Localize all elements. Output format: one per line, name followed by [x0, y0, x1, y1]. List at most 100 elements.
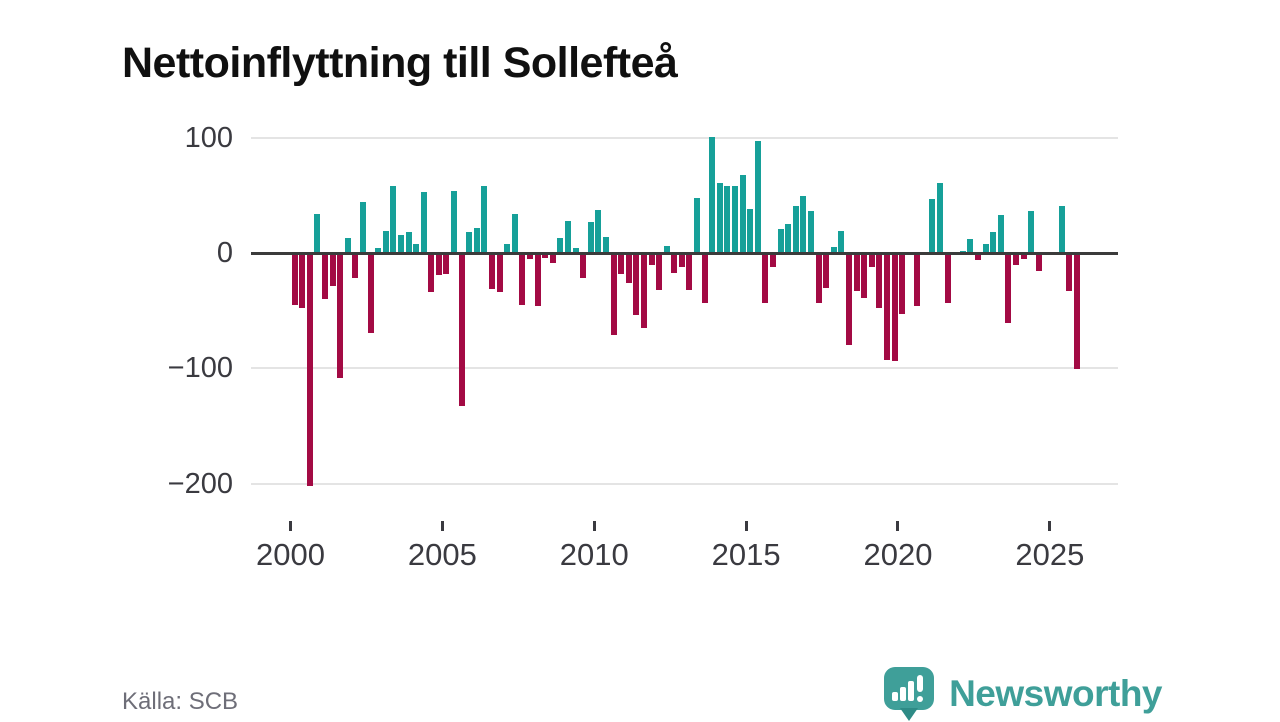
- bar-2021-Q3: [944, 253, 951, 303]
- bar-2009-Q2: [572, 248, 579, 253]
- x-axis-label-2000: 2000: [256, 537, 325, 572]
- bar-2019-Q4: [891, 253, 898, 362]
- bar-2002-Q2: [359, 202, 366, 253]
- x-axis-label-2010: 2010: [559, 537, 629, 572]
- bar-2015-Q2: [754, 141, 761, 253]
- bar-2010-Q1: [595, 210, 602, 253]
- newsworthy-speech-bubble-chart-icon: [883, 666, 935, 722]
- bar-2000-Q3: [306, 253, 313, 486]
- bar-2010-Q3: [610, 253, 617, 335]
- bar-2006-Q1: [473, 227, 480, 253]
- bar-2011-Q3: [640, 253, 647, 328]
- bar-2016-Q1: [777, 228, 784, 253]
- bar-2017-Q1: [807, 211, 814, 253]
- bar-2004-Q4: [435, 253, 442, 275]
- x-axis-tick-2025: [1048, 521, 1052, 531]
- bar-2017-Q3: [823, 253, 830, 288]
- x-axis-label-2005: 2005: [407, 537, 477, 572]
- bar-2003-Q3: [397, 234, 404, 253]
- bar-2023-Q2: [997, 214, 1004, 253]
- bar-2022-Q4: [982, 243, 989, 253]
- bar-2018-Q2: [845, 253, 852, 346]
- bar-2001-Q2: [329, 253, 336, 287]
- bar-2009-Q3: [580, 253, 587, 279]
- bar-2003-Q2: [390, 186, 397, 253]
- bar-2014-Q4: [739, 174, 746, 253]
- bar-2000-Q2: [299, 253, 306, 309]
- x-axis-tick-2005: [440, 521, 444, 531]
- y-axis-label--100: −100: [167, 352, 233, 385]
- gridline--200: [251, 482, 1118, 485]
- bar-2008-Q3: [549, 253, 556, 264]
- bar-2000-Q1: [291, 253, 298, 305]
- bar-2007-Q2: [511, 213, 518, 253]
- bar-2002-Q3: [367, 253, 374, 333]
- bar-2020-Q3: [914, 253, 921, 307]
- bar-2025-Q2: [1058, 205, 1065, 253]
- bar-2021-Q1: [929, 198, 936, 253]
- bar-2013-Q3: [701, 253, 708, 303]
- bar-2024-Q2: [1028, 211, 1035, 253]
- bar-2021-Q2: [937, 182, 944, 253]
- x-axis-tick-2010: [592, 521, 596, 531]
- bar-2008-Q1: [534, 253, 541, 307]
- bar-2002-Q1: [352, 253, 359, 279]
- bar-2016-Q3: [792, 205, 799, 253]
- bar-2010-Q4: [618, 253, 625, 274]
- x-axis-label-2015: 2015: [711, 537, 781, 572]
- y-axis-label--200: −200: [167, 467, 233, 500]
- bar-2009-Q1: [564, 220, 571, 253]
- bar-2007-Q3: [519, 253, 526, 305]
- bar-2017-Q4: [830, 247, 837, 253]
- bar-2015-Q3: [762, 253, 769, 303]
- x-axis-label-2025: 2025: [1015, 537, 1085, 572]
- bar-2001-Q1: [321, 253, 328, 300]
- bar-2006-Q4: [496, 253, 503, 293]
- bar-2012-Q2: [663, 246, 670, 253]
- bar-2022-Q3: [975, 253, 982, 260]
- bar-2025-Q3: [1066, 253, 1073, 292]
- bar-2018-Q4: [861, 253, 868, 298]
- bar-2025-Q4: [1073, 253, 1080, 370]
- bar-2011-Q1: [625, 253, 632, 283]
- bar-2019-Q1: [868, 253, 875, 267]
- bar-2024-Q1: [1020, 253, 1027, 259]
- bar-2013-Q2: [694, 197, 701, 253]
- bar-2013-Q4: [709, 136, 716, 253]
- bar-2010-Q2: [602, 236, 609, 253]
- bar-2009-Q4: [587, 221, 594, 253]
- bar-2004-Q1: [413, 243, 420, 253]
- zero-baseline: [251, 251, 1118, 255]
- y-axis-label-0: 0: [216, 237, 233, 269]
- bar-2016-Q4: [800, 196, 807, 253]
- gridline-100: [251, 136, 1118, 139]
- bar-2008-Q2: [542, 253, 549, 258]
- bar-2017-Q2: [815, 253, 822, 303]
- bar-2012-Q1: [656, 253, 663, 290]
- bar-2007-Q1: [504, 243, 511, 253]
- bar-2011-Q4: [648, 253, 655, 265]
- y-axis-label-100: 100: [184, 121, 233, 154]
- bar-2023-Q1: [990, 232, 997, 253]
- bar-2005-Q3: [458, 253, 465, 407]
- source-caption: Källa: SCB: [122, 688, 239, 715]
- bar-2003-Q4: [405, 232, 412, 253]
- bar-2023-Q3: [1005, 253, 1012, 324]
- bar-2005-Q4: [466, 232, 473, 253]
- bar-2023-Q4: [1013, 253, 1020, 265]
- bar-2018-Q3: [853, 253, 860, 292]
- bar-2022-Q2: [967, 239, 974, 253]
- bar-2008-Q4: [557, 238, 564, 253]
- bar-2015-Q4: [770, 253, 777, 267]
- page-title: Nettoinflyttning till Sollefteå: [122, 38, 678, 87]
- bar-2005-Q2: [451, 190, 458, 253]
- x-axis-tick-2015: [744, 521, 748, 531]
- bar-2014-Q1: [716, 182, 723, 253]
- bar-2016-Q2: [785, 224, 792, 253]
- bar-2005-Q1: [443, 253, 450, 274]
- bar-2006-Q2: [481, 186, 488, 253]
- bar-2020-Q1: [899, 253, 906, 315]
- bar-2001-Q4: [344, 238, 351, 253]
- bar-2007-Q4: [527, 253, 533, 259]
